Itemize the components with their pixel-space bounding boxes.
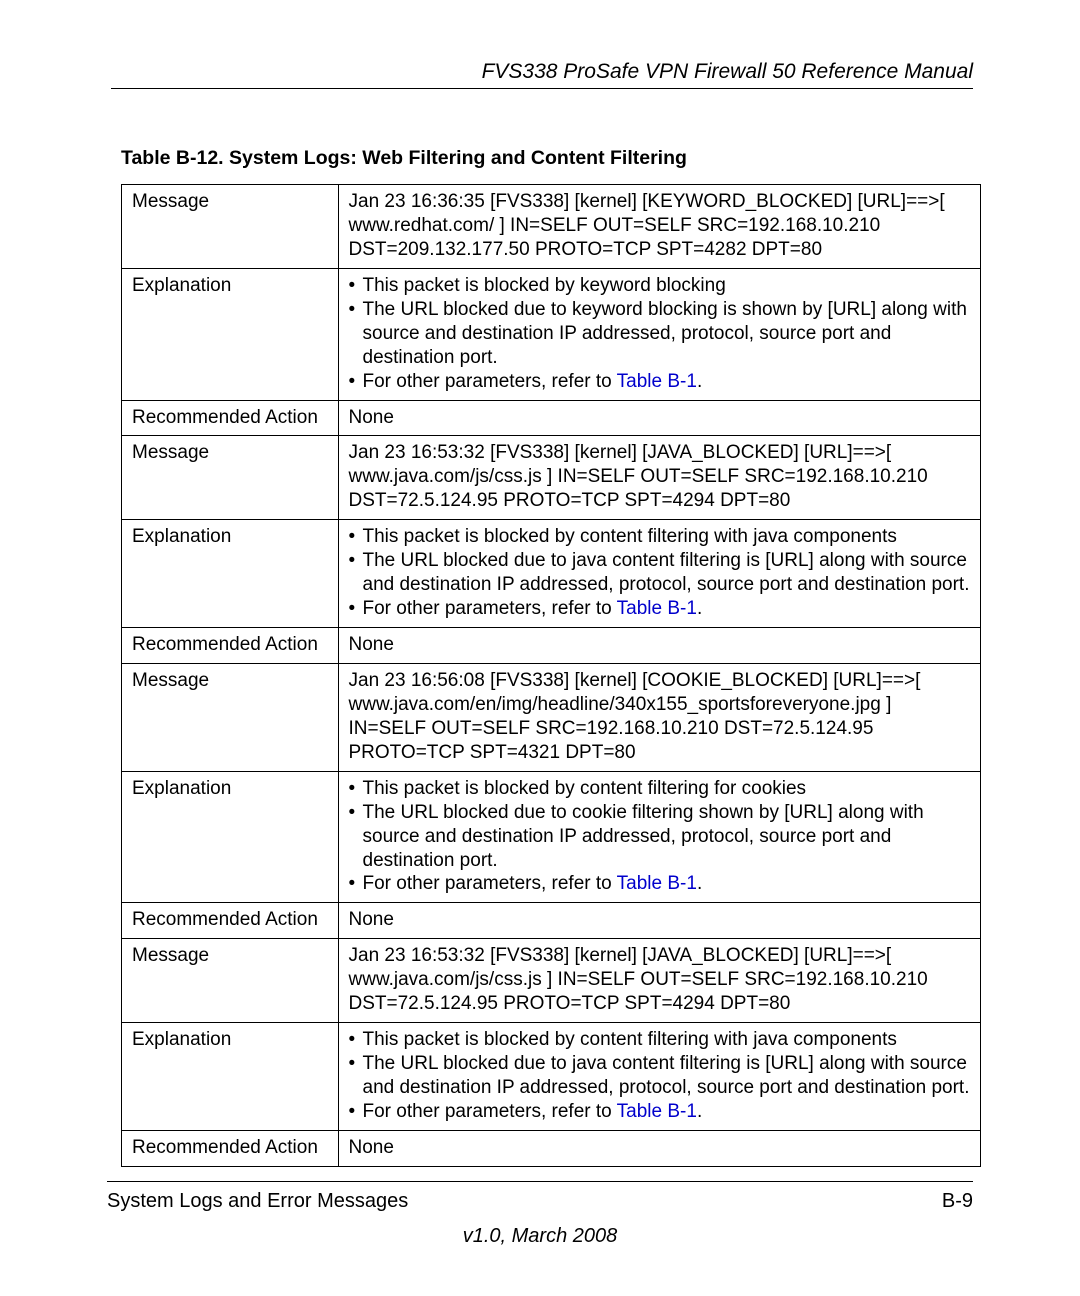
bullet-item: •For other parameters, refer to Table B-… xyxy=(349,370,971,394)
row-content: None xyxy=(338,400,981,436)
bullet-item: •The URL blocked due to java content fil… xyxy=(349,549,971,597)
bullet-dot-icon: • xyxy=(349,872,363,896)
table-row: Recommended Action None xyxy=(122,903,981,939)
content-text: None xyxy=(349,406,971,430)
table-title: Table B-12. System Logs: Web Filtering a… xyxy=(121,147,973,170)
row-content: Jan 23 16:53:32 [FVS338] [kernel] [JAVA_… xyxy=(338,939,981,1023)
bullet-item: •The URL blocked due to cookie filtering… xyxy=(349,801,971,873)
bullet-dot-icon: • xyxy=(349,777,363,801)
log-table: MessageJan 23 16:36:35 [FVS338] [kernel]… xyxy=(121,184,981,1167)
bullet-text: This packet is blocked by keyword blocki… xyxy=(363,274,971,298)
row-content: •This packet is blocked by keyword block… xyxy=(338,268,981,400)
bullet-text: This packet is blocked by content filter… xyxy=(363,525,971,549)
row-label: Recommended Action xyxy=(122,400,339,436)
table-row: MessageJan 23 16:56:08 [FVS338] [kernel]… xyxy=(122,663,981,771)
row-content: Jan 23 16:36:35 [FVS338] [kernel] [KEYWO… xyxy=(338,185,981,269)
row-content: None xyxy=(338,1130,981,1166)
footer-rule xyxy=(107,1181,973,1182)
bullet-dot-icon: • xyxy=(349,1028,363,1052)
row-content: Jan 23 16:56:08 [FVS338] [kernel] [COOKI… xyxy=(338,663,981,771)
footer: System Logs and Error Messages B-9 v1.0,… xyxy=(107,1181,973,1248)
header-title: FVS338 ProSafe VPN Firewall 50 Reference… xyxy=(111,60,973,84)
bullet-text: The URL blocked due to cookie filtering … xyxy=(363,801,971,873)
row-content: •This packet is blocked by content filte… xyxy=(338,520,981,628)
table-row: Recommended Action None xyxy=(122,628,981,664)
row-label: Explanation xyxy=(122,1023,339,1131)
bullet-item: •The URL blocked due to keyword blocking… xyxy=(349,298,971,370)
bullet-text: This packet is blocked by content filter… xyxy=(363,1028,971,1052)
content-text: Jan 23 16:36:35 [FVS338] [kernel] [KEYWO… xyxy=(349,190,971,262)
bullet-text: This packet is blocked by content filter… xyxy=(363,777,971,801)
bullet-dot-icon: • xyxy=(349,298,363,322)
bullet-dot-icon: • xyxy=(349,370,363,394)
bullet-item: •This packet is blocked by keyword block… xyxy=(349,274,971,298)
row-label: Message xyxy=(122,436,339,520)
content-text: None xyxy=(349,1136,971,1160)
bullet-dot-icon: • xyxy=(349,549,363,573)
bullet-dot-icon: • xyxy=(349,1052,363,1076)
row-label: Recommended Action xyxy=(122,628,339,664)
footer-version: v1.0, March 2008 xyxy=(107,1225,973,1248)
bullet-item: •For other parameters, refer to Table B-… xyxy=(349,1100,971,1124)
bullet-dot-icon: • xyxy=(349,597,363,621)
bullet-item: •This packet is blocked by content filte… xyxy=(349,1028,971,1052)
bullet-text: For other parameters, refer to Table B-1… xyxy=(363,597,971,621)
table-row: MessageJan 23 16:53:32 [FVS338] [kernel]… xyxy=(122,939,981,1023)
table-reference-link[interactable]: Table B-1 xyxy=(617,1101,697,1122)
row-label: Message xyxy=(122,939,339,1023)
bullet-dot-icon: • xyxy=(349,274,363,298)
table-row: Explanation•This packet is blocked by co… xyxy=(122,771,981,903)
bullet-dot-icon: • xyxy=(349,1100,363,1124)
bullet-dot-icon: • xyxy=(349,801,363,825)
row-label: Message xyxy=(122,185,339,269)
row-content: •This packet is blocked by content filte… xyxy=(338,771,981,903)
table-row: Recommended Action None xyxy=(122,1130,981,1166)
row-content: None xyxy=(338,628,981,664)
table-row: Recommended Action None xyxy=(122,400,981,436)
bullet-item: •This packet is blocked by content filte… xyxy=(349,525,971,549)
bullet-text: For other parameters, refer to Table B-1… xyxy=(363,370,971,394)
row-label: Message xyxy=(122,663,339,771)
bullet-item: •For other parameters, refer to Table B-… xyxy=(349,872,971,896)
bullet-item: •For other parameters, refer to Table B-… xyxy=(349,597,971,621)
row-content: Jan 23 16:53:32 [FVS338] [kernel] [JAVA_… xyxy=(338,436,981,520)
row-label: Explanation xyxy=(122,771,339,903)
table-row: Explanation•This packet is blocked by co… xyxy=(122,1023,981,1131)
row-content: None xyxy=(338,903,981,939)
bullet-text: The URL blocked due to java content filt… xyxy=(363,549,971,597)
row-label: Recommended Action xyxy=(122,903,339,939)
footer-right: B-9 xyxy=(942,1190,973,1213)
row-label: Recommended Action xyxy=(122,1130,339,1166)
footer-left: System Logs and Error Messages xyxy=(107,1190,408,1213)
content-text: Jan 23 16:53:32 [FVS338] [kernel] [JAVA_… xyxy=(349,441,971,513)
table-reference-link[interactable]: Table B-1 xyxy=(617,371,697,392)
table-reference-link[interactable]: Table B-1 xyxy=(617,873,697,894)
bullet-item: •The URL blocked due to java content fil… xyxy=(349,1052,971,1100)
bullet-text: For other parameters, refer to Table B-1… xyxy=(363,1100,971,1124)
bullet-item: •This packet is blocked by content filte… xyxy=(349,777,971,801)
row-content: •This packet is blocked by content filte… xyxy=(338,1023,981,1131)
row-label: Explanation xyxy=(122,520,339,628)
header-rule xyxy=(111,88,973,89)
bullet-text: The URL blocked due to keyword blocking … xyxy=(363,298,971,370)
content-text: Jan 23 16:53:32 [FVS338] [kernel] [JAVA_… xyxy=(349,944,971,1016)
content-text: None xyxy=(349,908,971,932)
bullet-text: The URL blocked due to java content filt… xyxy=(363,1052,971,1100)
table-row: Explanation•This packet is blocked by co… xyxy=(122,520,981,628)
table-reference-link[interactable]: Table B-1 xyxy=(617,598,697,619)
table-row: MessageJan 23 16:53:32 [FVS338] [kernel]… xyxy=(122,436,981,520)
content-text: Jan 23 16:56:08 [FVS338] [kernel] [COOKI… xyxy=(349,669,971,765)
content-text: None xyxy=(349,633,971,657)
row-label: Explanation xyxy=(122,268,339,400)
table-row: Explanation•This packet is blocked by ke… xyxy=(122,268,981,400)
bullet-dot-icon: • xyxy=(349,525,363,549)
table-row: MessageJan 23 16:36:35 [FVS338] [kernel]… xyxy=(122,185,981,269)
bullet-text: For other parameters, refer to Table B-1… xyxy=(363,872,971,896)
